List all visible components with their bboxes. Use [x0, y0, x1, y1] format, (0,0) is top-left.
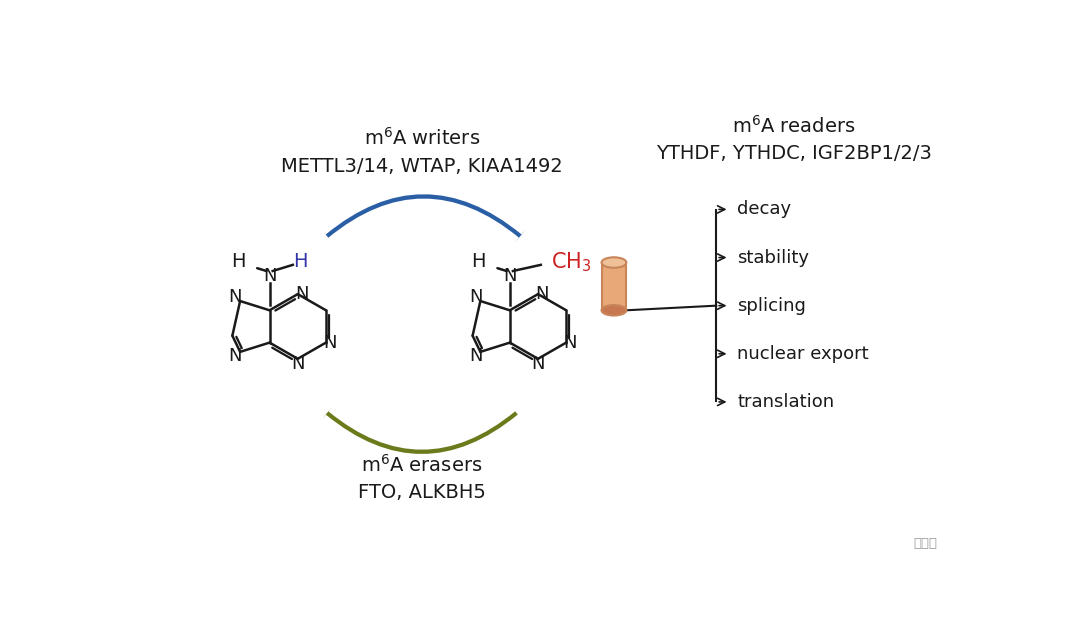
Text: splicing: splicing	[738, 297, 806, 315]
Text: FTO, ALKBH5: FTO, ALKBH5	[357, 483, 486, 502]
Text: N: N	[262, 267, 276, 285]
Text: METTL3/14, WTAP, KIAA1492: METTL3/14, WTAP, KIAA1492	[281, 157, 563, 176]
Text: N: N	[564, 333, 577, 352]
Text: N: N	[536, 285, 549, 303]
Text: m$^6$A writers: m$^6$A writers	[364, 127, 480, 149]
Text: decay: decay	[738, 201, 792, 218]
Text: translation: translation	[738, 393, 835, 411]
Bar	[602, 262, 626, 311]
Text: N: N	[469, 347, 483, 364]
Text: H: H	[472, 252, 486, 271]
Text: CH$_3$: CH$_3$	[551, 251, 592, 274]
Text: N: N	[229, 347, 242, 364]
Text: N: N	[229, 288, 242, 306]
Text: H: H	[231, 252, 246, 271]
Text: N: N	[503, 267, 516, 285]
Text: N: N	[469, 288, 483, 306]
Text: N: N	[291, 355, 305, 373]
Text: m$^6$A erasers: m$^6$A erasers	[361, 454, 483, 476]
FancyArrowPatch shape	[322, 406, 517, 454]
Text: YTHDF, YTHDC, IGF2BP1/2/3: YTHDF, YTHDC, IGF2BP1/2/3	[656, 144, 932, 163]
Text: m$^6$A readers: m$^6$A readers	[732, 116, 855, 137]
Text: N: N	[295, 285, 309, 303]
Ellipse shape	[602, 257, 626, 268]
Text: H: H	[294, 252, 308, 271]
Text: nuclear export: nuclear export	[738, 345, 868, 363]
Ellipse shape	[602, 305, 626, 316]
Text: N: N	[323, 333, 337, 352]
Text: stability: stability	[738, 248, 809, 267]
Text: 量子位: 量子位	[913, 537, 937, 550]
Text: N: N	[531, 355, 544, 373]
FancyArrowPatch shape	[326, 194, 525, 243]
